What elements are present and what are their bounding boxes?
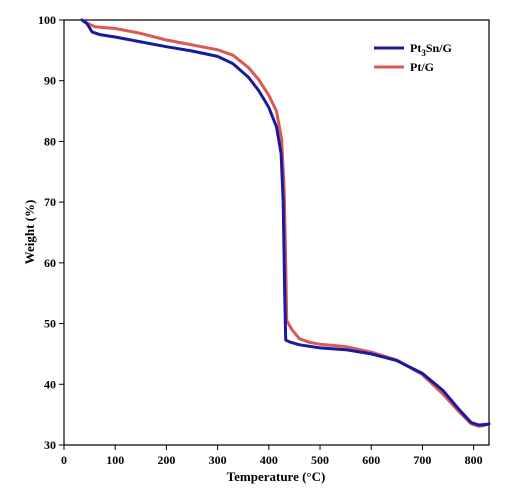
y-tick-label: 90 [44,74,56,88]
y-axis-title: Weight (%) [22,200,37,265]
x-tick-label: 200 [157,453,175,467]
y-tick-label: 80 [44,134,56,148]
legend-label: Pt3Sn/G [410,41,452,58]
y-tick-label: 50 [44,317,56,331]
y-tick-label: 70 [44,195,56,209]
series-group [80,18,491,428]
series-line-pt3sn-g [80,18,491,427]
y-tick-label: 30 [44,438,56,452]
x-axis-title: Temperature (°C) [227,469,326,484]
y-tick-label: 100 [38,13,56,27]
x-tick-label: 100 [106,453,124,467]
x-tick-label: 600 [362,453,380,467]
x-tick-label: 300 [209,453,227,467]
tick-group: 0 100 200 300 400 500 600 700 800 30 40 50 60 70 80 90 1… [38,13,483,467]
x-tick-label: 700 [413,453,431,467]
series-line-pt-g [80,18,491,428]
x-tick-label: 500 [311,453,329,467]
x-tick-label: 400 [260,453,278,467]
x-tick-label: 800 [465,453,483,467]
legend-label: Pt/G [410,60,434,74]
y-tick-label: 40 [44,377,56,391]
plot-frame [63,19,490,446]
y-tick-label: 60 [44,256,56,270]
legend: Pt3Sn/G Pt/G [374,41,452,74]
x-tick-label: 0 [61,453,67,467]
